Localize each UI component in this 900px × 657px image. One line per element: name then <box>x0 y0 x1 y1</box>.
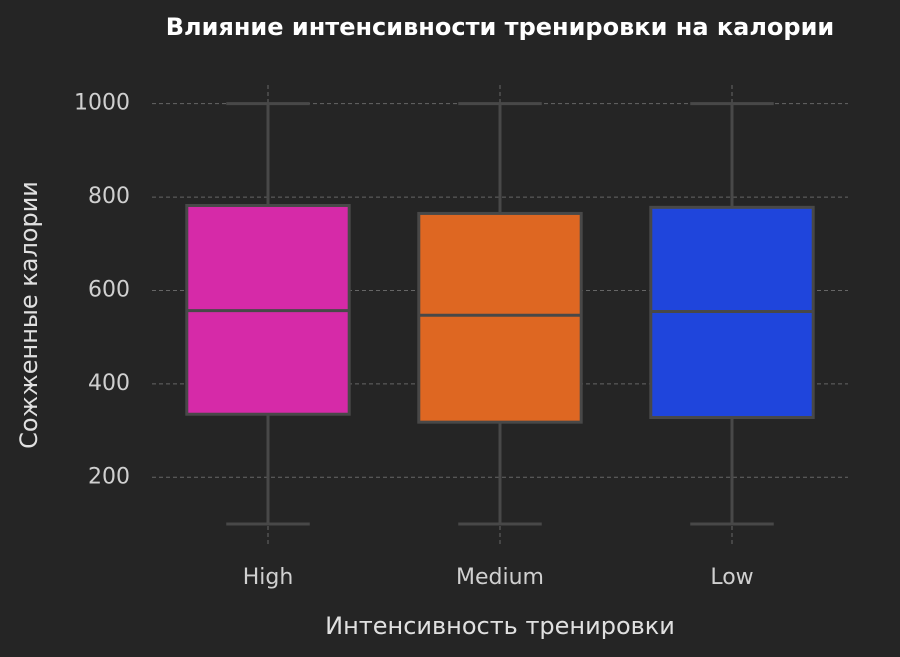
x-tick-label: High <box>243 565 294 590</box>
x-tick-label: Medium <box>456 565 544 590</box>
chart-title: Влияние интенсивности тренировки на кало… <box>166 13 834 41</box>
y-tick-label: 600 <box>88 277 130 302</box>
y-tick-label: 200 <box>88 464 130 489</box>
y-tick-label: 1000 <box>74 91 130 116</box>
x-tick-label: Low <box>710 565 753 590</box>
box <box>417 211 583 424</box>
y-tick-label: 400 <box>88 371 130 396</box>
x-axis-label: Интенсивность тренировки <box>325 612 675 640</box>
y-axis-label: Сожженные калории <box>15 181 43 449</box>
y-tick-label: 800 <box>88 184 130 209</box>
